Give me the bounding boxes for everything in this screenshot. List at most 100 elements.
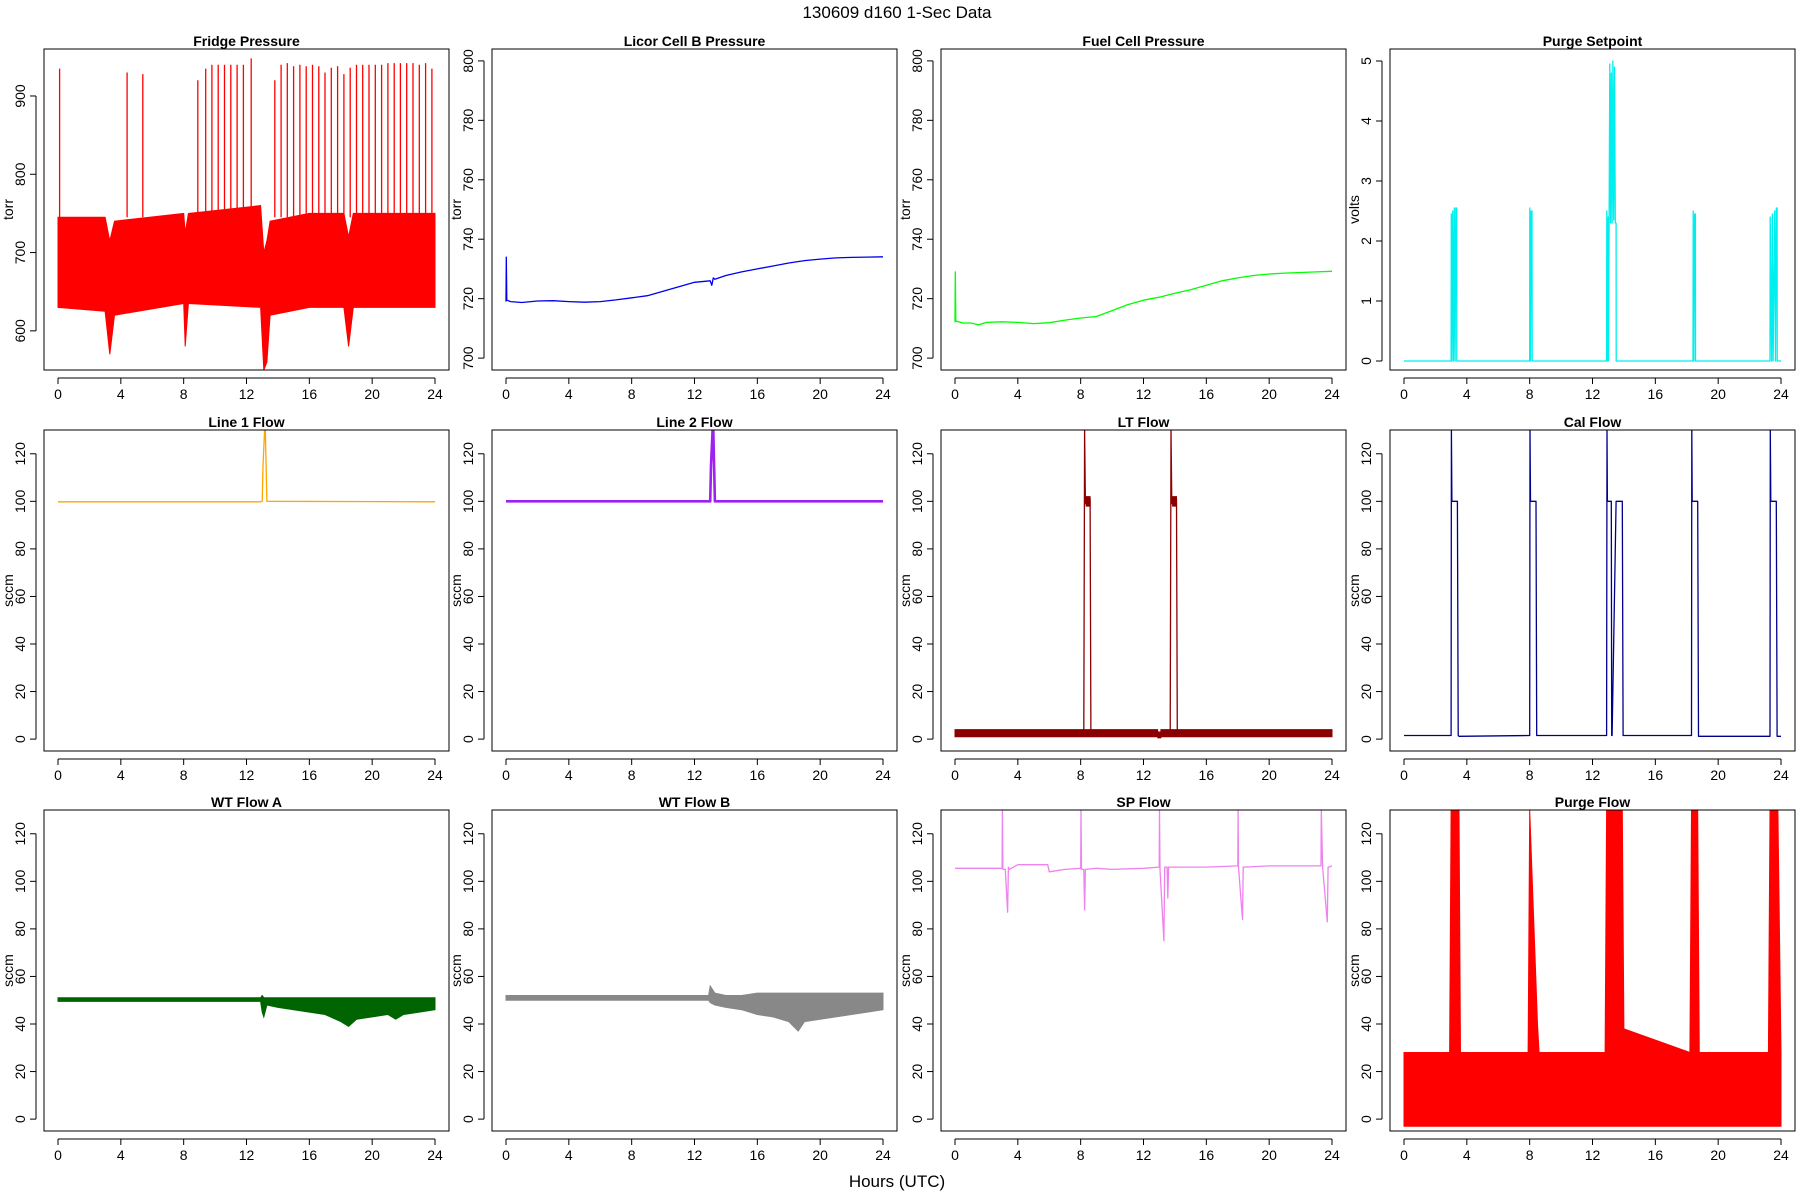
series-band-plateau: [1172, 496, 1177, 507]
panel-title: Purge Setpoint: [1543, 33, 1643, 49]
y-tick-label: 40: [460, 636, 476, 652]
y-tick-label: 0: [909, 735, 925, 743]
x-tick-label: 0: [54, 1147, 62, 1163]
x-tick-label: 12: [1585, 767, 1601, 783]
x-tick-label: 4: [117, 767, 125, 783]
y-tick-label: 100: [460, 869, 476, 893]
series-line-flow: [58, 430, 436, 503]
y-axis-label: torr: [448, 199, 464, 220]
y-axis: 0 20 40 60 80 100 120 sccm: [897, 822, 934, 1123]
y-tick-label: 0: [1358, 357, 1374, 365]
y-tick-label: 40: [1358, 636, 1374, 652]
x-tick-label: 24: [1773, 767, 1789, 783]
x-tick-label: 20: [364, 386, 380, 402]
x-tick-label: 20: [364, 1147, 380, 1163]
y-tick-label: 20: [12, 1064, 28, 1080]
plot-frame: [940, 48, 1347, 371]
panel-title: Line 2 Flow: [656, 414, 732, 430]
y-axis: 0 1 2 3 4 5 volts: [1346, 57, 1383, 365]
series-band-band: [57, 994, 436, 1028]
x-tick-label: 8: [1526, 1147, 1534, 1163]
x-tick-label: 4: [1014, 386, 1022, 402]
x-tick-label: 8: [1526, 767, 1534, 783]
x-tick-label: 16: [1199, 767, 1215, 783]
y-axis-label: sccm: [448, 574, 464, 607]
x-tick-label: 4: [117, 386, 125, 402]
y-tick-label: 60: [909, 588, 925, 604]
x-tick-label: 24: [427, 767, 443, 783]
y-tick-label: 800: [460, 49, 476, 73]
x-tick-label: 8: [180, 767, 188, 783]
x-tick-label: 24: [875, 1147, 891, 1163]
series-band-band: [1403, 810, 1782, 1127]
y-tick-label: 80: [12, 541, 28, 557]
series-group: [506, 430, 883, 503]
chart-panel-lt-flow: LT Flow 0 4 8 12 16 20 24 0 20 40 60 80 100 120 sccm: [897, 414, 1347, 783]
y-tick-label: 100: [1358, 489, 1374, 513]
series-group: [57, 994, 436, 1028]
plot-frame: [940, 809, 1347, 1132]
y-tick-label: 800: [909, 49, 925, 73]
x-axis: 0 4 8 12 16 20 24: [1400, 1138, 1789, 1163]
y-tick-label: 1: [1358, 297, 1374, 305]
y-tick-label: 40: [909, 636, 925, 652]
y-tick-label: 0: [12, 1115, 28, 1123]
y-tick-label: 120: [909, 822, 925, 846]
x-tick-label: 16: [1648, 386, 1664, 402]
x-tick-label: 24: [1773, 386, 1789, 402]
y-tick-label: 120: [460, 442, 476, 466]
x-tick-label: 12: [1585, 1147, 1601, 1163]
plot-frame: [43, 809, 450, 1132]
chart-panel-fuel-cell-pressure: Fuel Cell Pressure 0 4 8 12 16 20 24 700 720 740 76…: [897, 33, 1347, 402]
x-tick-label: 12: [239, 386, 255, 402]
y-tick-label: 40: [12, 636, 28, 652]
y-axis: 700 720 740 760 780 800 torr: [897, 49, 934, 370]
y-axis: 0 20 40 60 80 100 120 sccm: [1346, 442, 1383, 743]
x-tick-label: 8: [180, 386, 188, 402]
x-tick-label: 16: [1648, 1147, 1664, 1163]
panel-title: WT Flow A: [211, 794, 282, 810]
x-tick-label: 4: [1463, 386, 1471, 402]
x-tick-label: 8: [628, 1147, 636, 1163]
y-tick-label: 0: [1358, 1115, 1374, 1123]
y-axis-label: sccm: [448, 954, 464, 987]
plot-frame: [43, 429, 450, 752]
x-tick-label: 0: [951, 767, 959, 783]
chart-panel-line-1-flow: Line 1 Flow 0 4 8 12 16 20 24 0 20 40 60 80 100 120 scc…: [0, 414, 450, 783]
y-tick-label: 60: [909, 968, 925, 984]
plot-frame: [940, 429, 1347, 752]
x-tick-label: 8: [1526, 386, 1534, 402]
series-group: [57, 58, 436, 370]
y-tick-label: 40: [460, 1016, 476, 1032]
x-tick-label: 4: [117, 1147, 125, 1163]
chart-panel-fridge-pressure: Fridge Pressure 0 4 8 12 16 20 24 600 700 800 900 to…: [0, 33, 450, 402]
y-axis-label: sccm: [0, 574, 16, 607]
y-tick-label: 80: [12, 921, 28, 937]
x-tick-label: 24: [875, 386, 891, 402]
x-tick-label: 4: [565, 1147, 573, 1163]
y-tick-label: 40: [1358, 1016, 1374, 1032]
y-tick-label: 0: [460, 1115, 476, 1123]
y-tick-label: 80: [909, 921, 925, 937]
chart-panel-cal-flow: Cal Flow 0 4 8 12 16 20 24 0 20 40 60 80 100 120 sccm: [1346, 414, 1796, 783]
series-line-flow: [1404, 430, 1781, 737]
y-tick-label: 20: [12, 684, 28, 700]
series-group: [1404, 60, 1781, 362]
y-tick-label: 760: [460, 168, 476, 192]
x-tick-label: 0: [1400, 1147, 1408, 1163]
y-tick-label: 120: [1358, 822, 1374, 846]
x-tick-label: 4: [1014, 1147, 1022, 1163]
x-tick-label: 12: [687, 767, 703, 783]
y-tick-label: 20: [909, 684, 925, 700]
y-tick-label: 0: [909, 1115, 925, 1123]
y-tick-label: 20: [460, 684, 476, 700]
y-tick-label: 800: [12, 162, 28, 186]
y-axis-label: volts: [1346, 195, 1362, 224]
x-tick-label: 0: [951, 1147, 959, 1163]
x-tick-label: 12: [1585, 386, 1601, 402]
y-tick-label: 120: [1358, 442, 1374, 466]
series-line-flow: [955, 810, 1333, 942]
y-tick-label: 80: [460, 921, 476, 937]
y-axis-label: sccm: [897, 574, 913, 607]
